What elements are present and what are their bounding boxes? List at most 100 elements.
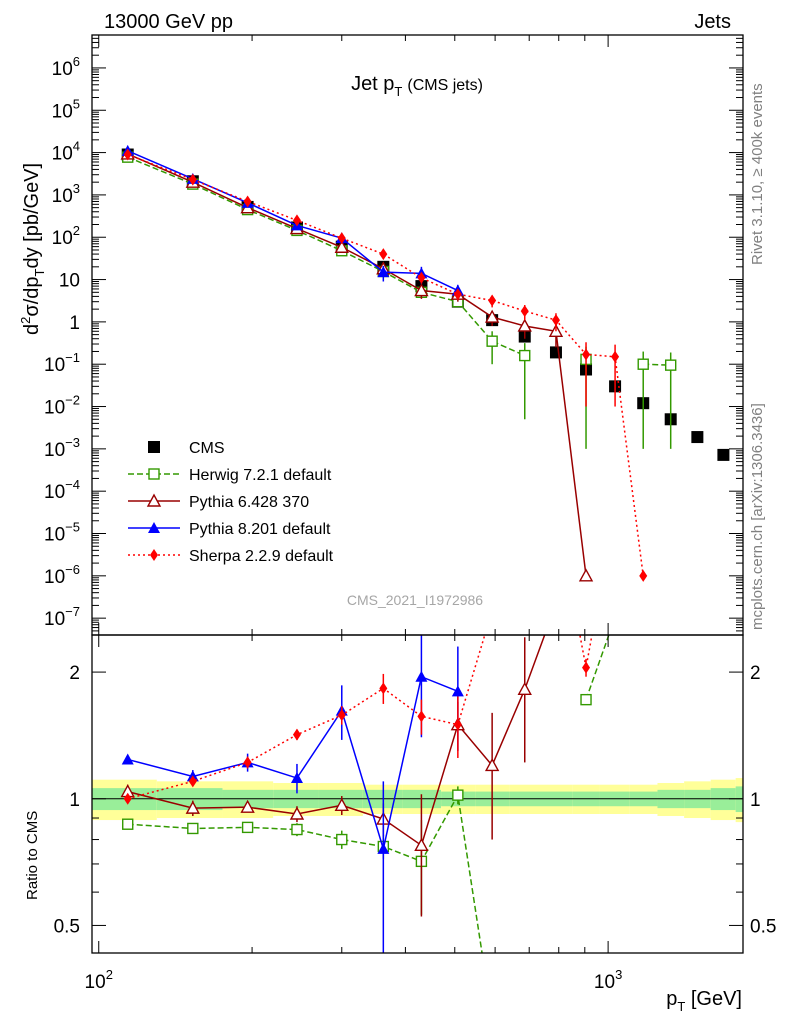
data-point <box>549 346 562 359</box>
data-point <box>241 821 254 834</box>
ylabel-part-5: dy [pb/GeV] <box>21 163 43 269</box>
data-point <box>611 350 620 363</box>
legend-label: Herwig 7.2.1 default <box>189 467 332 484</box>
y-tick-label: 10−5 <box>44 520 80 546</box>
legend-label: CMS <box>189 440 225 457</box>
y-tick-label: 10−3 <box>44 435 80 461</box>
data-point <box>517 318 532 332</box>
y-tick-label: 105 <box>52 96 80 122</box>
series-herwig-7-2-1-default <box>122 151 677 449</box>
xlabel-part-1: p <box>666 988 677 1010</box>
y-tick-exp: −5 <box>65 520 80 535</box>
header-left: 13000 GeV pp <box>104 11 233 33</box>
ylabel-part-2: 2 <box>18 317 33 324</box>
x-axis-label: pT [GeV] <box>666 988 742 1014</box>
data-point <box>334 797 349 811</box>
ratio-panel-series <box>120 635 610 953</box>
series-sherpa-2-2-9-default <box>123 148 648 582</box>
ratio-y-tick-label: 0.5 <box>54 916 80 937</box>
data-point <box>379 248 388 261</box>
data-point <box>517 681 532 696</box>
analysis-id: CMS_2021_I1972986 <box>347 592 483 608</box>
y-tick-exp: 3 <box>73 181 80 196</box>
data-point <box>486 335 498 347</box>
y-tick-label: 106 <box>52 54 80 80</box>
data-point <box>122 818 134 830</box>
xlabel-part-2: T <box>677 999 685 1014</box>
series-line <box>127 156 526 357</box>
legend-label: Pythia 6.428 370 <box>189 494 309 511</box>
ratio-y-tick-label: 1 <box>69 790 80 811</box>
data-point <box>664 359 677 371</box>
data-point <box>691 431 704 444</box>
ratio-panel-frame <box>91 634 744 954</box>
y-tick-base: 10 <box>52 101 73 122</box>
y-tick-base: 10 <box>44 609 65 630</box>
green-band-bin <box>777 783 786 816</box>
data-point <box>240 799 255 813</box>
header-right: Jets <box>694 11 731 33</box>
data-point <box>417 271 426 284</box>
series-line <box>127 150 459 292</box>
xlabel-part-3: [GeV] <box>685 988 742 1010</box>
data-point <box>414 283 429 297</box>
data-point <box>415 670 428 682</box>
data-point <box>243 195 252 208</box>
series-pythia-6-428-370 <box>120 635 546 917</box>
series-herwig-7-2-1-default <box>122 635 610 953</box>
y-tick-exp: −7 <box>65 604 80 619</box>
data-point <box>336 833 348 846</box>
data-point <box>488 294 497 307</box>
x-tick-base: 10 <box>594 972 615 993</box>
chart-title-sub: T <box>394 84 402 99</box>
data-point <box>290 772 303 784</box>
ratio-y-tick-label-right: 1 <box>750 790 761 811</box>
data-point <box>520 305 529 318</box>
y-tick-exp: 5 <box>73 96 80 111</box>
series-line <box>127 153 644 576</box>
axis-tick-labels: 102 10310−710−610−510−410−310−210−1110102… <box>44 54 776 993</box>
x-tick-exp: 3 <box>615 967 622 982</box>
series-line <box>127 792 483 953</box>
data-point <box>292 214 301 227</box>
data-point <box>452 789 464 801</box>
data-point <box>334 239 349 253</box>
y-tick-label: 103 <box>52 181 80 207</box>
y-tick-label: 10−2 <box>44 393 80 419</box>
data-point <box>551 314 560 327</box>
y-tick-label: 10 <box>59 271 80 292</box>
data-point <box>187 822 199 835</box>
y-tick-exp: 4 <box>73 139 80 154</box>
data-point <box>291 823 303 836</box>
y-tick-label: 10−6 <box>44 562 80 588</box>
data-point <box>578 568 594 582</box>
side-text-bottom: mcplots.cern.ch [arXiv:1306.3436] <box>749 403 766 630</box>
axis-ticks <box>92 34 743 953</box>
series-line <box>127 153 587 576</box>
data-point <box>580 693 592 706</box>
main-panel-series <box>120 144 780 582</box>
data-point <box>188 775 197 788</box>
data-point <box>582 348 591 361</box>
data-point <box>484 757 500 772</box>
data-point <box>337 232 346 245</box>
y-tick-label: 102 <box>52 223 80 249</box>
data-point <box>121 753 134 765</box>
y-tick-label: 1 <box>69 313 80 334</box>
y-tick-base: 10 <box>44 567 65 588</box>
y-tick-label: 10−7 <box>44 604 80 630</box>
series-line <box>585 635 610 700</box>
x-tick-base: 10 <box>85 972 106 993</box>
ratio-y-axis-label: Ratio to CMS <box>24 811 41 900</box>
x-tick-exp: 2 <box>106 967 113 982</box>
legend-item-sherpa-2-2-9-default: Sherpa 2.2.9 default <box>128 548 334 565</box>
ylabel-part-4: T <box>32 268 47 276</box>
y-tick-base: 10 <box>52 228 73 249</box>
legend-marker <box>146 493 162 507</box>
y-tick-label: 104 <box>52 139 80 165</box>
legend-label: Pythia 8.201 default <box>189 521 331 538</box>
ratio-y-tick-label: 2 <box>69 663 80 684</box>
y-tick-exp: 2 <box>73 223 80 238</box>
y-tick-label: 10−1 <box>44 350 80 376</box>
data-point <box>768 488 780 500</box>
